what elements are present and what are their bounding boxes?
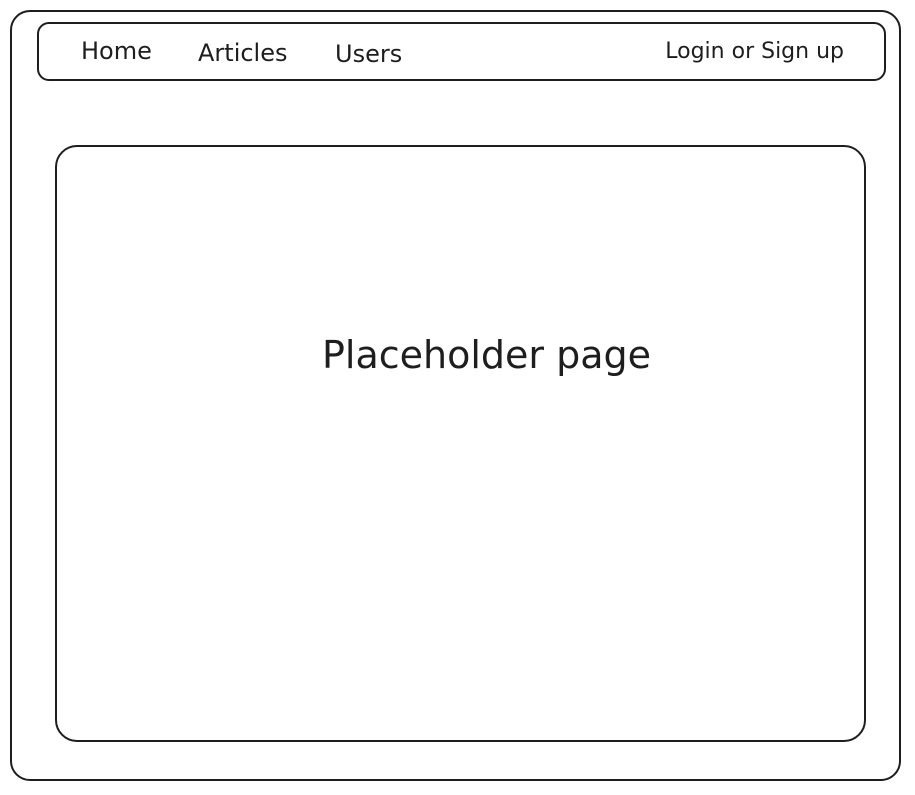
app-window	[10, 10, 901, 781]
nav-articles-link[interactable]: Articles	[198, 39, 288, 67]
main-content-card: Placeholder page	[55, 145, 866, 742]
login-signup-link[interactable]: Login or Sign up	[665, 39, 844, 64]
top-navbar: Home Articles Users Login or Sign up	[37, 22, 886, 81]
placeholder-heading: Placeholder page	[322, 333, 652, 377]
nav-home-link[interactable]: Home	[81, 37, 152, 65]
nav-users-link[interactable]: Users	[335, 40, 403, 68]
